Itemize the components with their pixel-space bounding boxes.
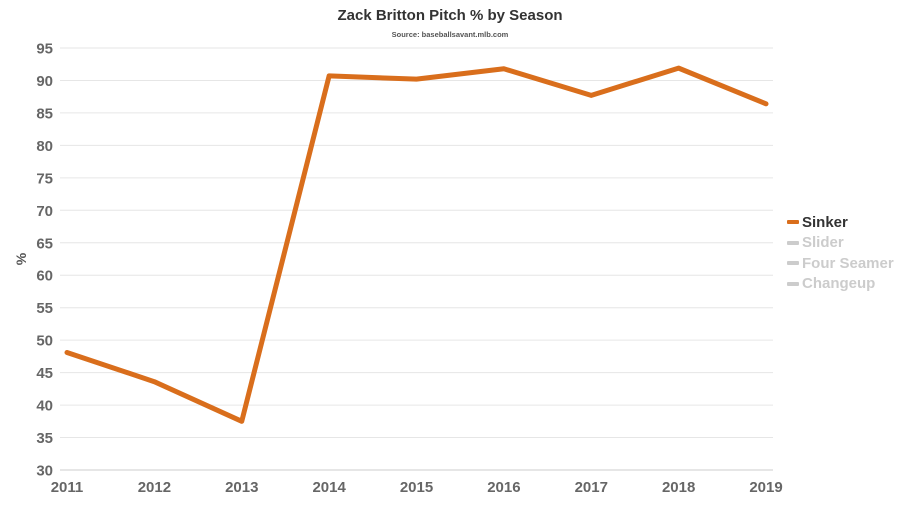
y-tick-label: 50	[36, 333, 53, 350]
data-point	[239, 419, 244, 424]
legend-swatch	[787, 220, 799, 225]
y-tick-label: 60	[36, 268, 53, 285]
data-point	[414, 76, 419, 82]
y-axis-label: %	[13, 252, 29, 265]
legend-swatch	[787, 261, 799, 266]
legend-item-changeup[interactable]: Changeup	[787, 274, 894, 295]
x-tick-label: 2015	[400, 479, 433, 496]
y-axis-ticks: 30 35 40 45 50 55 60 65 70 75 80 85 90 95	[36, 41, 53, 480]
x-tick-label: 2013	[225, 479, 258, 496]
legend-label: Four Seamer	[802, 254, 894, 272]
legend-item-slider[interactable]: Slider	[787, 233, 894, 254]
y-tick-label: 35	[36, 430, 53, 447]
y-tick-label: 30	[36, 463, 53, 480]
series-line-sinker	[64, 65, 769, 424]
x-tick-label: 2012	[138, 479, 171, 496]
data-point	[326, 73, 332, 79]
y-tick-label: 90	[36, 73, 53, 90]
data-point	[763, 101, 769, 107]
data-point	[589, 93, 594, 98]
legend-item-four-seamer[interactable]: Four Seamer	[787, 253, 894, 274]
legend-label: Slider	[802, 234, 844, 252]
legend-swatch	[787, 281, 799, 286]
y-tick-label: 55	[36, 300, 53, 317]
legend-swatch	[787, 240, 799, 245]
y-tick-label: 40	[36, 398, 53, 415]
y-tick-label: 65	[36, 235, 53, 252]
x-tick-label: 2016	[487, 479, 520, 496]
chart-title: Zack Britton Pitch % by Season	[337, 7, 563, 24]
legend-item-sinker[interactable]: Sinker	[787, 212, 894, 233]
x-tick-label: 2014	[312, 479, 346, 496]
legend-label: Changeup	[802, 275, 876, 293]
y-tick-label: 95	[36, 41, 53, 58]
legend: Sinker Slider Four Seamer Changeup	[787, 212, 894, 294]
x-axis-ticks: 2011 2012 2013 2014 2015 2016 2017 2018 2019	[51, 479, 783, 496]
data-point	[64, 350, 70, 355]
legend-label: Sinker	[802, 213, 848, 231]
y-tick-label: 70	[36, 203, 53, 220]
x-tick-label: 2018	[662, 479, 695, 496]
y-tick-label: 45	[36, 365, 53, 382]
y-tick-label: 85	[36, 105, 53, 122]
series-lines	[64, 65, 769, 424]
x-tick-label: 2019	[749, 479, 782, 496]
y-tick-label: 80	[36, 138, 53, 155]
data-point	[152, 379, 157, 384]
chart-subtitle: Source: baseballsavant.mlb.com	[391, 30, 509, 39]
data-point	[501, 66, 507, 71]
data-point	[676, 65, 681, 71]
x-tick-label: 2011	[51, 479, 84, 496]
x-tick-label: 2017	[575, 479, 608, 496]
y-tick-label: 75	[36, 170, 53, 187]
gridlines	[60, 47, 773, 439]
